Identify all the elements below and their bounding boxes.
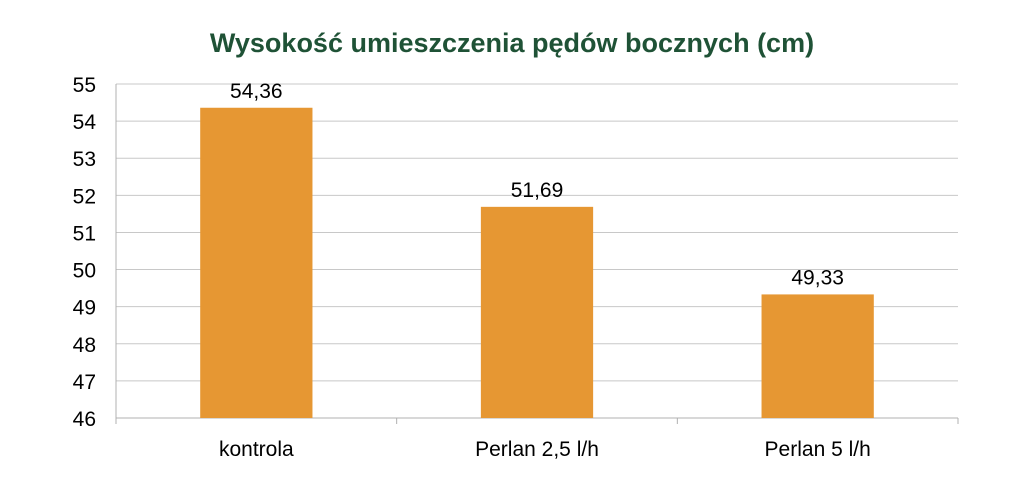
labels: 46 47 48 49 50 51 52 53 54 55 54,36 kontrola 51,69 Pe…: [73, 74, 871, 461]
x-category-label: Perlan 5 l/h: [765, 438, 871, 461]
data-label: 51,69: [511, 179, 564, 202]
x-category-label: kontrola: [219, 438, 294, 461]
bar: [200, 107, 313, 419]
y-tick-label: 46: [73, 408, 96, 431]
y-tick-label: 51: [73, 222, 96, 245]
y-tick-label: 47: [73, 371, 96, 394]
y-tick-label: 53: [73, 148, 96, 171]
bar: [761, 294, 874, 418]
y-tick-label: 49: [73, 297, 96, 320]
data-label: 49,33: [791, 266, 844, 289]
bar: [480, 206, 594, 418]
x-category-label: Perlan 2,5 l/h: [475, 438, 599, 461]
data-label: 54,36: [230, 80, 283, 103]
y-tick-label: 50: [73, 260, 96, 283]
y-tick-label: 52: [73, 185, 96, 208]
y-tick-label: 54: [73, 111, 97, 134]
y-tick-label: 55: [73, 74, 96, 97]
y-tick-label: 48: [73, 334, 96, 357]
bars: [200, 107, 874, 419]
chart-title: Wysokość umieszczenia pędów bocznych (cm…: [210, 28, 814, 58]
